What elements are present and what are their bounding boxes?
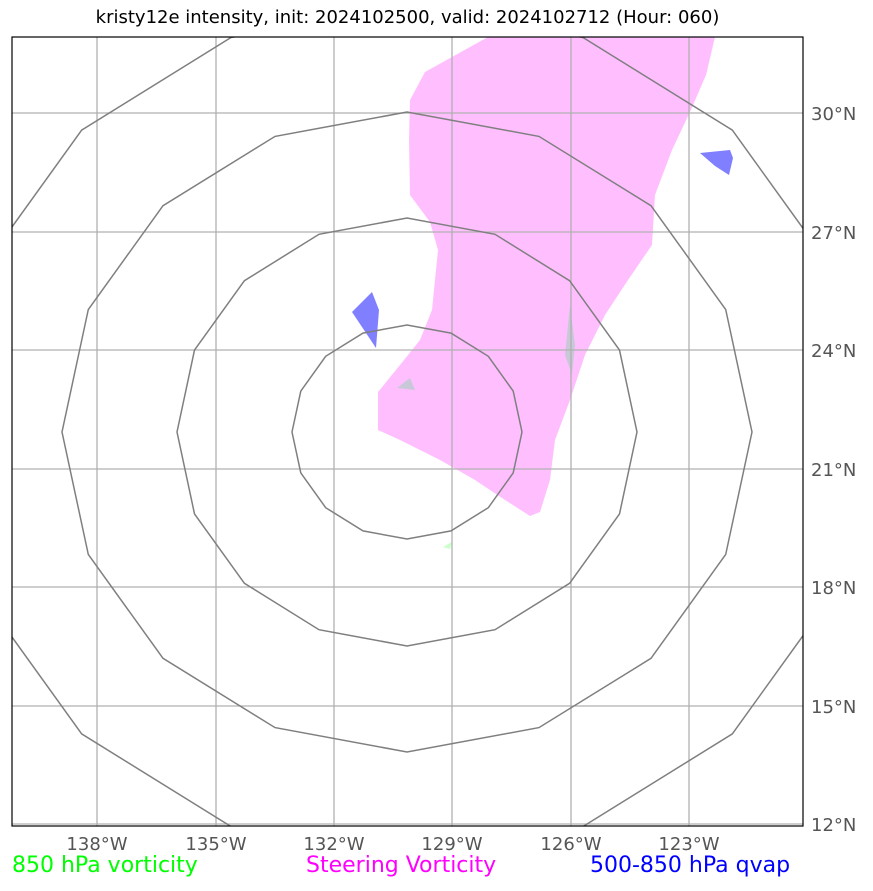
- x-tick-label: 132°W: [303, 834, 364, 855]
- y-axis-ticks: 30°N 27°N 24°N 21°N 18°N 15°N 12°N: [811, 104, 856, 836]
- y-tick-label: 18°N: [811, 578, 856, 599]
- plot-frame: [11, 36, 804, 827]
- y-tick-label: 12°N: [811, 815, 856, 836]
- range-ring: [176, 217, 638, 647]
- y-tick-label: 21°N: [811, 460, 856, 481]
- gray-patch: [565, 305, 575, 375]
- y-tick-label: 30°N: [811, 104, 856, 125]
- x-axis-ticks: 138°W 135°W 132°W 129°W 126°W 123°W: [66, 834, 719, 855]
- x-tick-label: 129°W: [421, 834, 482, 855]
- x-tick-label: 123°W: [658, 834, 719, 855]
- legend-qvap: 500-850 hPa qvap: [590, 853, 791, 878]
- range-ring: [291, 324, 523, 540]
- x-tick-label: 126°W: [540, 834, 601, 855]
- y-tick-label: 27°N: [811, 223, 856, 244]
- distance-rings: [12, 37, 803, 826]
- vorticity-speck: [443, 542, 452, 549]
- y-tick-label: 15°N: [811, 697, 856, 718]
- range-ring: [12, 37, 803, 826]
- range-ring: [61, 111, 753, 753]
- gray-patch: [397, 378, 415, 390]
- x-tick-label: 138°W: [66, 834, 127, 855]
- legend-steering-vorticity: Steering Vorticity: [306, 853, 497, 878]
- steering-vorticity-region: [378, 37, 715, 516]
- map-title: kristy12e intensity, init: 2024102500, v…: [95, 7, 720, 28]
- qvap-patch: [352, 292, 379, 348]
- qvap-patch: [700, 150, 733, 175]
- y-tick-label: 24°N: [811, 341, 856, 362]
- x-tick-label: 135°W: [185, 834, 246, 855]
- legend-850hpa-vorticity: 850 hPa vorticity: [12, 853, 198, 878]
